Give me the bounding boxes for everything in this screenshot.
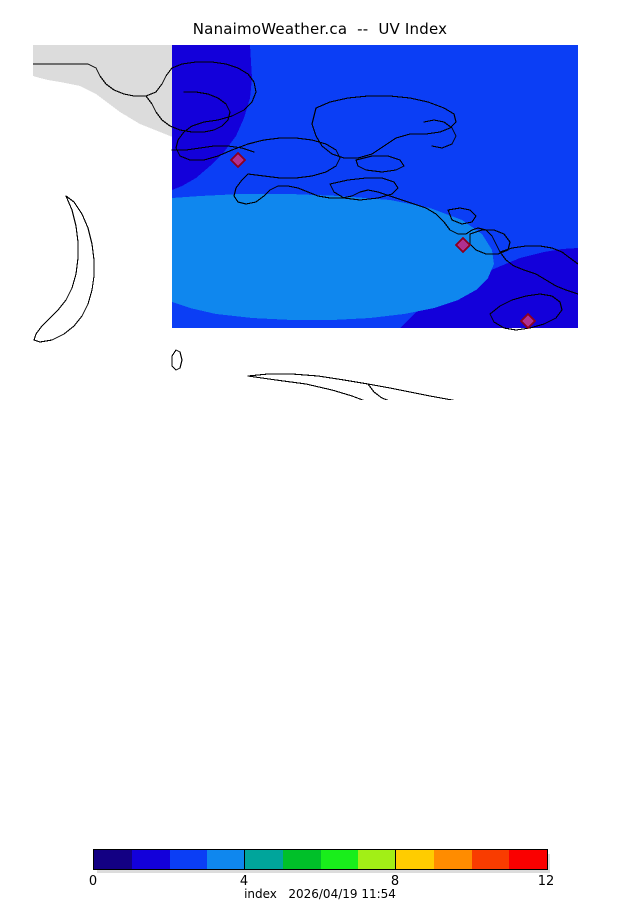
coastline-layer <box>33 61 578 400</box>
colorbar-label-8: 8 <box>390 874 400 889</box>
colorbar-caption: index 2026/04/19 11:54 <box>244 887 396 901</box>
map-plot[interactable] <box>0 38 640 413</box>
station-marker-layer[interactable] <box>229 151 537 330</box>
coastline-north-inlets <box>33 61 341 179</box>
uv-band-1-se <box>400 248 578 328</box>
station-diamond-icon[interactable] <box>454 236 472 254</box>
colorbar-area: index 2026/04/19 11:54 0 4 8 12 <box>0 420 640 901</box>
coastline-se-inlet <box>489 293 563 331</box>
page-title: NanaimoWeather.ca -- UV Index <box>192 20 448 38</box>
coastline-hook <box>423 119 457 149</box>
colorbar-segment-9[interactable] <box>395 850 434 869</box>
colorbar-label-0: 0 <box>88 874 98 889</box>
colorbar-label-12: 12 <box>537 874 555 889</box>
uv-band-3-strait <box>172 194 494 320</box>
station-marker[interactable] <box>229 151 247 169</box>
colorbar-segment-11[interactable] <box>471 850 510 869</box>
colorbar-label-4: 4 <box>239 874 249 889</box>
colorbar-segment-6[interactable] <box>282 850 321 869</box>
colorbar-segment-10[interactable] <box>433 850 472 869</box>
coastline-gulf-islands <box>469 229 511 255</box>
colorbar-segment-8[interactable] <box>358 850 396 869</box>
coastline-mainland <box>233 173 578 295</box>
colorbar-segment-1[interactable] <box>94 850 132 869</box>
uv-band-1-nw <box>172 45 252 190</box>
coastline-island-loop <box>311 95 457 159</box>
map-canvas[interactable] <box>0 38 640 413</box>
colorbar-segment-4[interactable] <box>207 850 245 869</box>
coastline-sliver-island-a <box>329 177 399 201</box>
coastline-sliver-island-b <box>355 155 405 173</box>
coastline-olympic <box>247 373 456 400</box>
station-diamond-icon[interactable] <box>519 312 537 330</box>
uv-contour-layer <box>172 45 578 328</box>
coastline-inlet-loop-a <box>145 91 231 133</box>
colorbar-segment-5[interactable] <box>244 850 283 869</box>
uv-colorbar[interactable] <box>93 849 548 870</box>
colorbar-segment-3[interactable] <box>169 850 208 869</box>
uv-index-map-page: NanaimoWeather.ca -- UV Index <box>0 20 640 901</box>
station-diamond-icon[interactable] <box>229 151 247 169</box>
colorbar-segment-2[interactable] <box>131 850 170 869</box>
coastline-speck-island <box>171 349 183 371</box>
coastline-peninsula-right <box>499 245 578 265</box>
coastline-gulf-island-small <box>447 207 477 225</box>
station-marker[interactable] <box>454 236 472 254</box>
colorbar-segment-12[interactable] <box>509 850 547 869</box>
coastline-olympic-notch <box>367 383 389 400</box>
coastline-juandefuca <box>247 375 365 400</box>
coastline-vi-north <box>171 145 255 153</box>
station-marker[interactable] <box>519 312 537 330</box>
colorbar-segment-7[interactable] <box>320 850 359 869</box>
coastline-vi-west <box>33 195 95 343</box>
